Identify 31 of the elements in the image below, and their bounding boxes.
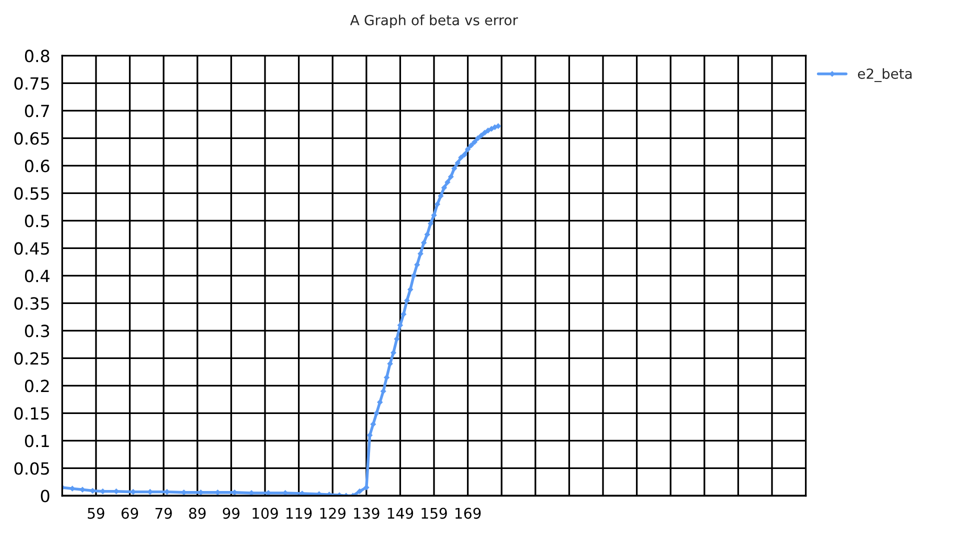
- y-tick-label: 0.7: [24, 104, 49, 118]
- y-tick-label: 0.8: [24, 50, 50, 62]
- x-tick-label: 159: [422, 508, 447, 519]
- x-tick-label: 89: [189, 508, 206, 519]
- y-tick-label: 0.55: [14, 187, 49, 200]
- y-tick-label: 0.15: [14, 407, 49, 420]
- x-tick-label: 79: [156, 508, 172, 519]
- y-tick-label: 0.65: [14, 132, 49, 145]
- y-tick-label: 0.1: [24, 434, 49, 448]
- x-tick-label: 99: [222, 508, 240, 519]
- x-tick-label: 169: [455, 508, 481, 519]
- chart-title: A Graph of beta vs error: [350, 14, 518, 28]
- y-tick-label: 0: [40, 490, 50, 502]
- x-tick-label: 149: [388, 508, 414, 519]
- x-tick-label: 139: [354, 508, 380, 519]
- y-tick-label: 0.75: [14, 77, 49, 90]
- y-tick-label: 0.25: [14, 352, 49, 365]
- x-tick-label: 129: [320, 508, 346, 519]
- x-tick-label: 69: [122, 508, 138, 519]
- y-tick-label: 0.6: [24, 160, 50, 172]
- x-tick-label: 59: [88, 508, 104, 519]
- x-tick-label: 119: [286, 508, 312, 519]
- y-tick-label: 0.05: [14, 462, 49, 475]
- y-tick-label: 0.4: [24, 270, 50, 282]
- y-tick-label: 0.5: [24, 214, 49, 228]
- y-tick-label: 0.45: [14, 242, 49, 255]
- y-tick-label: 0.2: [24, 380, 49, 392]
- y-tick-label: 0.35: [14, 297, 49, 310]
- x-tick-label: 109: [252, 508, 278, 519]
- y-tick-label: 0.3: [24, 324, 50, 338]
- legend-label: e2_beta: [858, 68, 912, 82]
